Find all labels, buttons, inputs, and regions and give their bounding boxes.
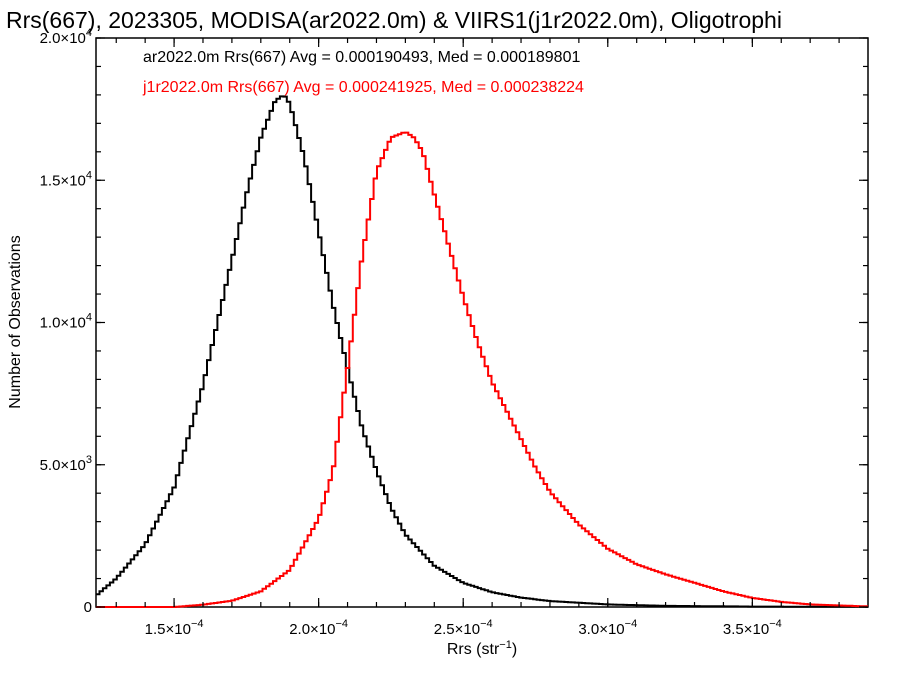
series-2-annotation: j1r2022.0m Rrs(667) Avg = 0.000241925, M… bbox=[142, 79, 584, 96]
x-axis-label-sup: −1 bbox=[499, 639, 512, 651]
chart-title: Rrs(667), 2023305, MODISA(ar2022.0m) & V… bbox=[6, 7, 782, 33]
x-axis-label-text: Rrs (str bbox=[447, 641, 500, 658]
series-1-annotation: ar2022.0m Rrs(667) Avg = 0.000190493, Me… bbox=[143, 49, 580, 66]
x-tick-label-3: 2.5×10−4 bbox=[434, 618, 493, 638]
y-axis-label: Number of Observations bbox=[7, 235, 24, 408]
series-layer bbox=[96, 95, 868, 608]
y-tick-label-5: 2.0×104 bbox=[40, 27, 92, 47]
x-tick-label-2: 2.0×10−4 bbox=[289, 618, 348, 638]
series-1-histogram-line bbox=[96, 95, 868, 608]
y-tick-label-2: 5.0×103 bbox=[40, 454, 92, 474]
series-2-histogram-line bbox=[96, 131, 868, 608]
y-tick-label-4: 1.5×104 bbox=[40, 169, 92, 189]
x-axis-label: Rrs (str−1) bbox=[447, 639, 517, 658]
x-axis-label-close: ) bbox=[512, 641, 517, 658]
y-tick-label-1: 0 bbox=[84, 599, 92, 616]
plot-frame bbox=[95, 37, 869, 608]
y-tick-label-3: 1.0×104 bbox=[40, 312, 92, 332]
ticks-layer: 1.5×10−4 2.0×10−4 2.5×10−4 3.0×10−4 3.5×10−4… bbox=[40, 27, 868, 638]
x-tick-label-5: 3.5×10−4 bbox=[723, 618, 782, 638]
x-tick-label-1: 1.5×10−4 bbox=[145, 618, 204, 638]
x-tick-label-4: 3.0×10−4 bbox=[578, 618, 637, 638]
